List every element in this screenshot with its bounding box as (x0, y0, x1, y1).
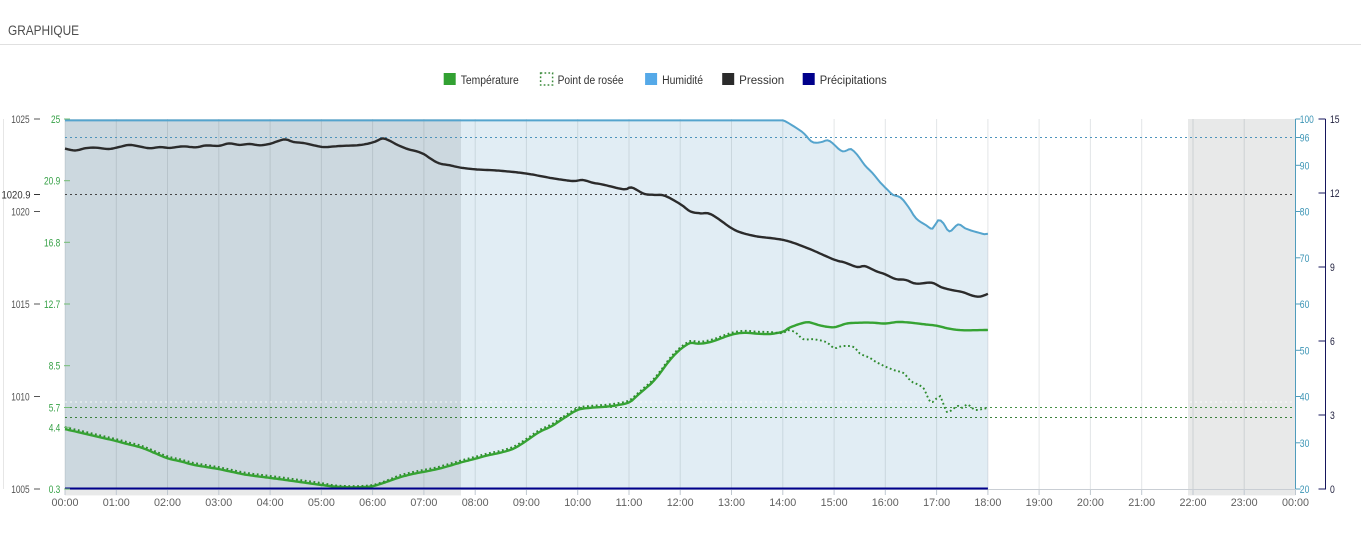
svg-text:00:00: 00:00 (52, 497, 79, 509)
svg-text:03:00: 03:00 (205, 497, 232, 509)
svg-text:21:00: 21:00 (1128, 497, 1155, 509)
svg-text:16.8: 16.8 (44, 237, 60, 249)
svg-text:70: 70 (1300, 253, 1310, 265)
svg-text:50: 50 (1300, 345, 1310, 357)
svg-text:13:00: 13:00 (718, 497, 745, 509)
svg-text:10:00: 10:00 (564, 497, 591, 509)
svg-text:12:00: 12:00 (667, 497, 694, 509)
svg-text:23:00: 23:00 (1231, 497, 1258, 509)
svg-text:14:00: 14:00 (769, 497, 796, 509)
svg-text:90: 90 (1300, 160, 1310, 172)
svg-text:20: 20 (1300, 484, 1310, 496)
svg-text:02:00: 02:00 (154, 497, 181, 509)
svg-text:00:00: 00:00 (1282, 497, 1309, 509)
svg-text:12.7: 12.7 (44, 299, 60, 311)
svg-text:8.5: 8.5 (49, 361, 61, 373)
svg-text:Pression: Pression (739, 75, 784, 87)
svg-text:25: 25 (51, 114, 60, 126)
svg-text:12: 12 (1330, 188, 1340, 200)
svg-text:18:00: 18:00 (974, 497, 1001, 509)
svg-text:Précipitations: Précipitations (820, 75, 887, 87)
svg-text:01:00: 01:00 (103, 497, 130, 509)
svg-text:5.7: 5.7 (49, 403, 61, 415)
svg-text:100: 100 (1300, 114, 1314, 126)
svg-text:09:00: 09:00 (513, 497, 540, 509)
svg-text:9: 9 (1330, 262, 1335, 274)
svg-text:60: 60 (1300, 299, 1310, 311)
svg-text:15: 15 (1330, 114, 1340, 126)
svg-text:1020: 1020 (11, 207, 30, 219)
svg-text:11:00: 11:00 (616, 497, 643, 509)
svg-text:1020.9: 1020.9 (2, 190, 31, 202)
svg-text:GRAPHIQUE: GRAPHIQUE (8, 23, 79, 38)
svg-text:80: 80 (1300, 207, 1310, 219)
svg-text:07:00: 07:00 (410, 497, 437, 509)
svg-text:06:00: 06:00 (359, 497, 386, 509)
svg-text:Humidité: Humidité (662, 75, 703, 87)
svg-text:1005: 1005 (11, 484, 30, 496)
svg-text:05:00: 05:00 (308, 497, 335, 509)
svg-text:1025: 1025 (11, 114, 30, 126)
svg-text:1015: 1015 (11, 299, 30, 311)
svg-text:Point de rosée: Point de rosée (558, 75, 624, 87)
svg-text:15:00: 15:00 (821, 497, 848, 509)
svg-text:30: 30 (1300, 438, 1310, 450)
svg-text:1010: 1010 (11, 392, 30, 404)
svg-text:22:00: 22:00 (1180, 497, 1207, 509)
svg-text:08:00: 08:00 (462, 497, 489, 509)
svg-text:40: 40 (1300, 392, 1310, 404)
svg-text:Température: Température (461, 75, 519, 87)
svg-text:17:00: 17:00 (923, 497, 950, 509)
svg-text:0: 0 (1330, 484, 1335, 496)
svg-text:6: 6 (1330, 336, 1335, 348)
svg-text:20:00: 20:00 (1077, 497, 1104, 509)
svg-text:04:00: 04:00 (257, 497, 284, 509)
svg-text:19:00: 19:00 (1026, 497, 1053, 509)
svg-text:16:00: 16:00 (872, 497, 899, 509)
svg-text:4.4: 4.4 (49, 422, 61, 434)
svg-text:3: 3 (1330, 410, 1335, 422)
svg-text:20.9: 20.9 (44, 176, 60, 188)
svg-text:0.3: 0.3 (49, 484, 61, 496)
svg-text:96: 96 (1300, 133, 1310, 145)
